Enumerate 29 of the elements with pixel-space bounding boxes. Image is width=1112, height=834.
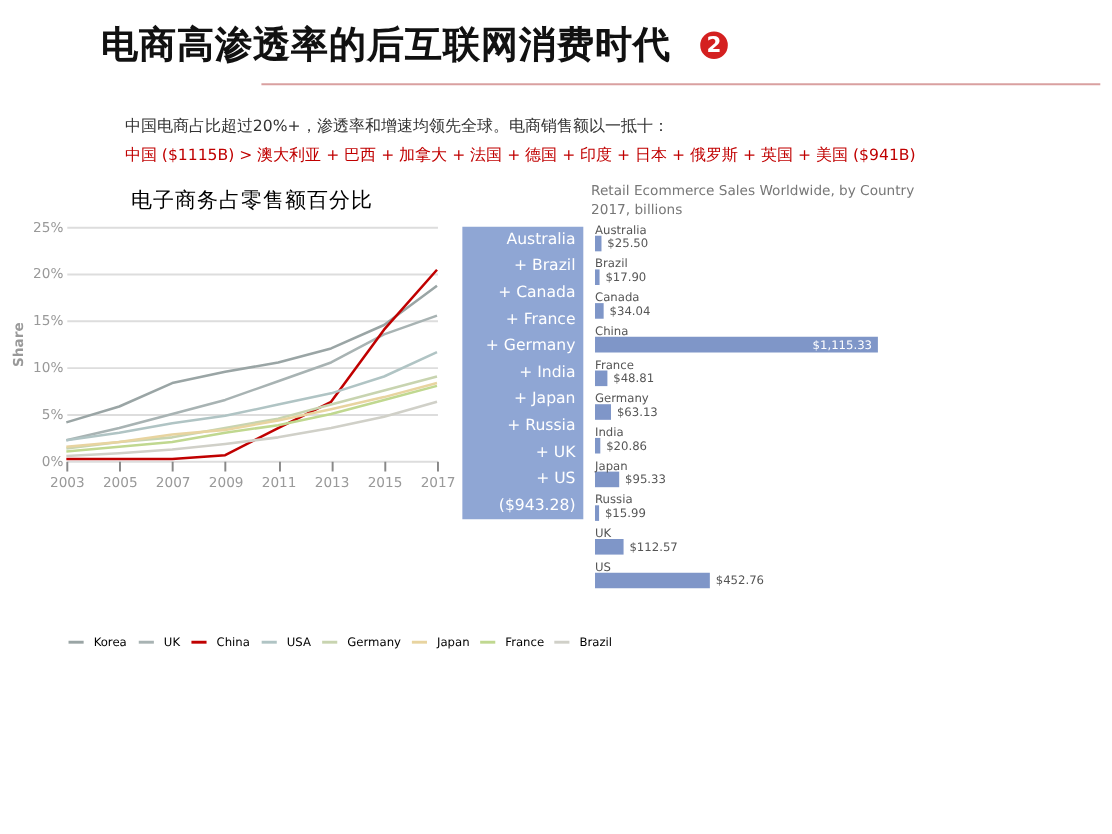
text: + Canada <box>498 283 576 302</box>
text: + Brazil <box>513 256 576 275</box>
text: 中国 ($1115B) > 澳大利亚 + 巴西 + 加拿大 + 法国 + 德国 + 印度 + 日本 + 俄罗斯 + 英国 + 美国 ($941B) <box>124 146 916 165</box>
line-series <box>65 314 439 442</box>
line-series <box>65 400 439 458</box>
text: 2 <box>706 32 722 59</box>
chart-title: 电子商务占零售额百分比 <box>130 187 373 214</box>
bar <box>595 303 604 319</box>
text: 电商高渗透率的后互联网消费时代 <box>101 22 672 67</box>
text: + Germany <box>485 336 577 355</box>
bar <box>595 437 601 454</box>
line-series <box>65 284 439 424</box>
text: + UK <box>535 442 578 461</box>
text: + India <box>519 362 576 381</box>
line-series <box>65 268 439 461</box>
text: ($943.28) <box>498 495 576 514</box>
bar <box>595 471 620 488</box>
text: 中国电商占比超过20%+，渗透率和增速均领先全球。电商销售额以一抵十： <box>124 117 669 136</box>
line-series <box>65 350 439 442</box>
text: + US <box>536 469 576 488</box>
text: Australia <box>506 229 576 248</box>
bar <box>595 572 710 589</box>
text: + Russia <box>507 416 576 435</box>
bar <box>595 404 612 420</box>
bar <box>595 538 624 555</box>
bar <box>595 336 878 353</box>
bar <box>595 370 608 387</box>
text: + France <box>505 309 576 328</box>
text: + Japan <box>513 389 576 408</box>
